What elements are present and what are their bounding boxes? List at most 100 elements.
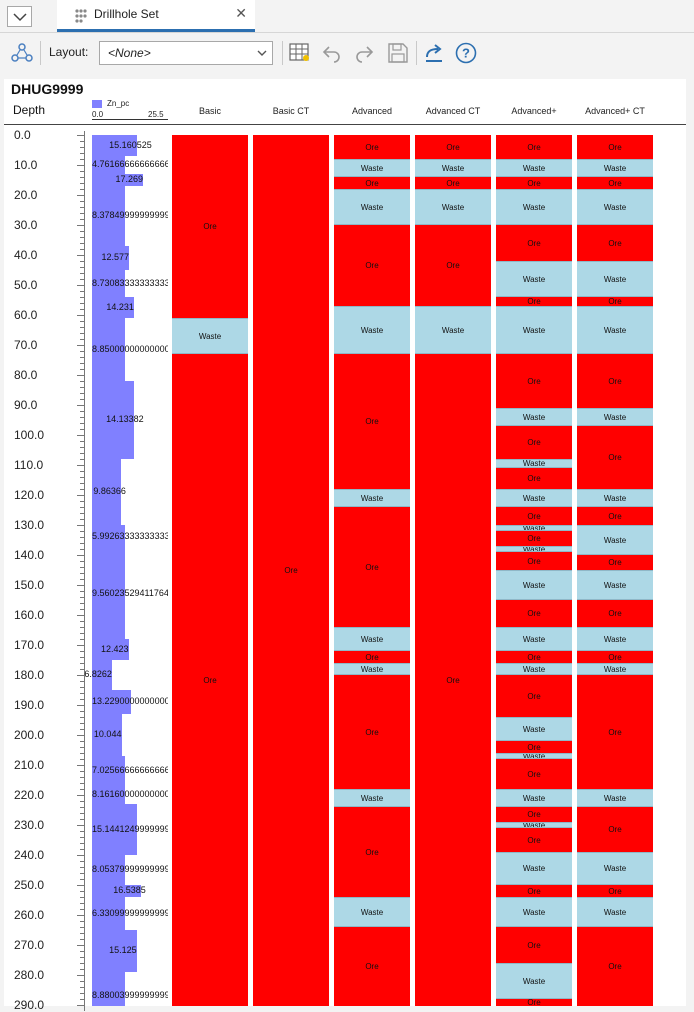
advanced-plus-interval-ore[interactable]: Ore bbox=[496, 426, 572, 459]
advanced-plus-interval-waste[interactable]: Waste bbox=[496, 408, 572, 426]
advanced-plus-interval-waste[interactable]: Waste bbox=[496, 546, 572, 552]
advanced-plus-interval-ore[interactable]: Ore bbox=[496, 741, 572, 753]
advanced-interval-waste[interactable]: Waste bbox=[334, 159, 410, 177]
advanced-plus-interval-waste[interactable]: Waste bbox=[496, 525, 572, 531]
advanced-plus-ct-interval-ore[interactable]: Ore bbox=[577, 297, 653, 306]
advanced-plus-interval-ore[interactable]: Ore bbox=[496, 885, 572, 897]
advanced-plus-interval-ore[interactable]: Ore bbox=[496, 759, 572, 789]
advanced-plus-interval-waste[interactable]: Waste bbox=[496, 261, 572, 297]
advanced-plus-ct-interval-waste[interactable]: Waste bbox=[577, 261, 653, 297]
advanced-plus-interval-ore[interactable]: Ore bbox=[496, 297, 572, 306]
layout-select[interactable]: <None> bbox=[99, 41, 273, 65]
advanced-plus-ct-interval-waste[interactable]: Waste bbox=[577, 627, 653, 651]
advanced-plus-interval-waste[interactable]: Waste bbox=[496, 822, 572, 828]
advanced-plus-interval-ore[interactable]: Ore bbox=[496, 354, 572, 408]
advanced-plus-ct-interval-ore[interactable]: Ore bbox=[577, 555, 653, 570]
advanced-interval-waste[interactable]: Waste bbox=[334, 897, 410, 927]
advanced-interval-waste[interactable]: Waste bbox=[334, 306, 410, 354]
advanced-ct-interval-ore[interactable]: Ore bbox=[415, 354, 491, 1006]
advanced-ct-interval-waste[interactable]: Waste bbox=[415, 189, 491, 225]
advanced-plus-ct-interval-waste[interactable]: Waste bbox=[577, 408, 653, 426]
advanced-plus-ct-interval-ore[interactable]: Ore bbox=[577, 651, 653, 663]
advanced-plus-ct-interval-ore[interactable]: Ore bbox=[577, 885, 653, 897]
advanced-plus-ct-interval-waste[interactable]: Waste bbox=[577, 489, 653, 507]
advanced-plus-ct-interval-ore[interactable]: Ore bbox=[577, 507, 653, 525]
advanced-plus-interval-waste[interactable]: Waste bbox=[496, 189, 572, 225]
advanced-plus-ct-interval-waste[interactable]: Waste bbox=[577, 159, 653, 177]
advanced-plus-interval-ore[interactable]: Ore bbox=[496, 999, 572, 1006]
advanced-plus-interval-ore[interactable]: Ore bbox=[496, 468, 572, 489]
advanced-plus-interval-ore[interactable]: Ore bbox=[496, 531, 572, 546]
advanced-plus-interval-waste[interactable]: Waste bbox=[496, 627, 572, 651]
advanced-plus-ct-interval-ore[interactable]: Ore bbox=[577, 354, 653, 408]
advanced-plus-interval-waste[interactable]: Waste bbox=[496, 306, 572, 354]
advanced-plus-interval-waste[interactable]: Waste bbox=[496, 459, 572, 468]
table-icon[interactable] bbox=[288, 42, 312, 64]
export-icon[interactable] bbox=[422, 42, 446, 64]
advanced-ct-interval-waste[interactable]: Waste bbox=[415, 159, 491, 177]
advanced-interval-waste[interactable]: Waste bbox=[334, 627, 410, 651]
advanced-plus-ct-interval-waste[interactable]: Waste bbox=[577, 852, 653, 885]
advanced-plus-interval-waste[interactable]: Waste bbox=[496, 897, 572, 927]
advanced-interval-waste[interactable]: Waste bbox=[334, 189, 410, 225]
advanced-interval-ore[interactable]: Ore bbox=[334, 927, 410, 1006]
advanced-plus-ct-interval-waste[interactable]: Waste bbox=[577, 897, 653, 927]
advanced-plus-interval-waste[interactable]: Waste bbox=[496, 489, 572, 507]
tab-list-dropdown[interactable] bbox=[7, 6, 32, 27]
advanced-plus-interval-ore[interactable]: Ore bbox=[496, 507, 572, 525]
close-icon[interactable]: ✕ bbox=[235, 5, 247, 21]
graph-icon[interactable] bbox=[10, 42, 34, 64]
advanced-interval-ore[interactable]: Ore bbox=[334, 177, 410, 189]
basic-interval-ore[interactable]: Ore bbox=[172, 354, 248, 1006]
advanced-plus-ct-interval-waste[interactable]: Waste bbox=[577, 663, 653, 675]
advanced-plus-interval-ore[interactable]: Ore bbox=[496, 675, 572, 717]
advanced-plus-interval-ore[interactable]: Ore bbox=[496, 177, 572, 189]
help-icon[interactable]: ? bbox=[454, 41, 478, 65]
advanced-plus-interval-ore[interactable]: Ore bbox=[496, 552, 572, 570]
advanced-interval-ore[interactable]: Ore bbox=[334, 225, 410, 306]
advanced-plus-interval-waste[interactable]: Waste bbox=[496, 852, 572, 885]
advanced-plus-ct-interval-ore[interactable]: Ore bbox=[577, 675, 653, 789]
advanced-plus-interval-waste[interactable]: Waste bbox=[496, 159, 572, 177]
advanced-interval-ore[interactable]: Ore bbox=[334, 135, 410, 159]
advanced-interval-ore[interactable]: Ore bbox=[334, 354, 410, 489]
advanced-plus-ct-interval-ore[interactable]: Ore bbox=[577, 927, 653, 1006]
advanced-plus-interval-ore[interactable]: Ore bbox=[496, 135, 572, 159]
advanced-ct-interval-ore[interactable]: Ore bbox=[415, 177, 491, 189]
advanced-plus-interval-ore[interactable]: Ore bbox=[496, 651, 572, 663]
advanced-plus-ct-interval-waste[interactable]: Waste bbox=[577, 525, 653, 555]
tab-drillhole-set[interactable]: Drillhole Set ✕ bbox=[57, 0, 255, 32]
advanced-ct-interval-ore[interactable]: Ore bbox=[415, 135, 491, 159]
advanced-plus-ct-interval-ore[interactable]: Ore bbox=[577, 225, 653, 261]
advanced-plus-ct-interval-waste[interactable]: Waste bbox=[577, 789, 653, 807]
basic-interval-ore[interactable]: Ore bbox=[172, 135, 248, 318]
advanced-plus-interval-waste[interactable]: Waste bbox=[496, 753, 572, 759]
advanced-plus-interval-waste[interactable]: Waste bbox=[496, 963, 572, 999]
advanced-interval-ore[interactable]: Ore bbox=[334, 675, 410, 789]
undo-icon[interactable] bbox=[320, 42, 344, 64]
advanced-ct-interval-waste[interactable]: Waste bbox=[415, 306, 491, 354]
advanced-plus-interval-ore[interactable]: Ore bbox=[496, 225, 572, 261]
advanced-plus-ct-interval-waste[interactable]: Waste bbox=[577, 570, 653, 600]
advanced-plus-ct-interval-ore[interactable]: Ore bbox=[577, 807, 653, 852]
advanced-interval-ore[interactable]: Ore bbox=[334, 807, 410, 897]
advanced-plus-interval-waste[interactable]: Waste bbox=[496, 717, 572, 741]
advanced-plus-interval-ore[interactable]: Ore bbox=[496, 828, 572, 852]
advanced-plus-ct-interval-ore[interactable]: Ore bbox=[577, 426, 653, 489]
save-icon[interactable] bbox=[386, 42, 410, 64]
redo-icon[interactable] bbox=[352, 42, 376, 64]
advanced-plus-interval-waste[interactable]: Waste bbox=[496, 570, 572, 600]
basic-ct-interval-ore[interactable]: Ore bbox=[253, 135, 329, 1006]
advanced-plus-ct-interval-waste[interactable]: Waste bbox=[577, 189, 653, 225]
advanced-plus-ct-interval-ore[interactable]: Ore bbox=[577, 600, 653, 627]
basic-interval-waste[interactable]: Waste bbox=[172, 318, 248, 354]
advanced-plus-interval-waste[interactable]: Waste bbox=[496, 789, 572, 807]
advanced-plus-ct-interval-ore[interactable]: Ore bbox=[577, 135, 653, 159]
advanced-interval-waste[interactable]: Waste bbox=[334, 489, 410, 507]
advanced-plus-ct-interval-waste[interactable]: Waste bbox=[577, 306, 653, 354]
advanced-plus-ct-interval-ore[interactable]: Ore bbox=[577, 177, 653, 189]
advanced-interval-ore[interactable]: Ore bbox=[334, 651, 410, 663]
advanced-interval-waste[interactable]: Waste bbox=[334, 663, 410, 675]
advanced-plus-interval-waste[interactable]: Waste bbox=[496, 663, 572, 675]
advanced-interval-ore[interactable]: Ore bbox=[334, 507, 410, 627]
